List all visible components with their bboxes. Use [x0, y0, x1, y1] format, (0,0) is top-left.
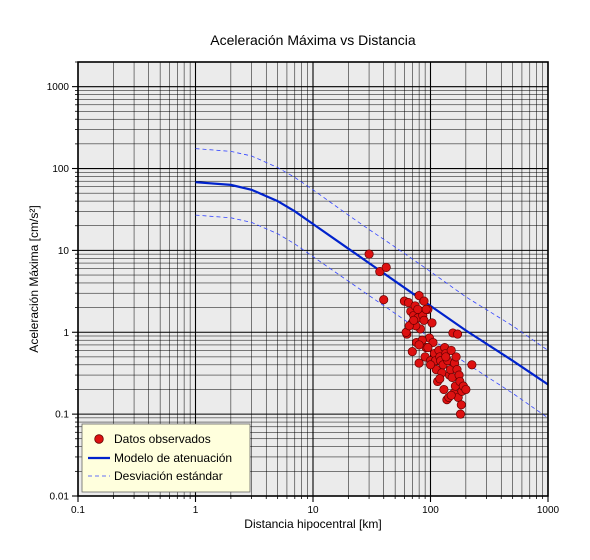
y-tick-label: 0.1: [55, 410, 69, 421]
data-point: [446, 390, 456, 400]
data-point: [441, 352, 451, 362]
data-point: [456, 400, 466, 410]
data-point: [409, 315, 419, 325]
data-point: [419, 315, 429, 325]
data-point: [446, 345, 456, 355]
data-point: [461, 384, 471, 395]
data-point: [439, 384, 449, 395]
chart-title: Aceleración Máxima vs Distancia: [210, 32, 416, 48]
legend-label-points: Datos observados: [114, 432, 211, 446]
deviation-line-2: [195, 148, 549, 351]
y-tick-label: 1: [63, 328, 69, 339]
data-point: [421, 304, 431, 314]
y-tick-label: 1000: [47, 82, 70, 93]
data-point: [414, 358, 424, 368]
data-points: [364, 249, 477, 419]
data-point: [427, 318, 437, 328]
data-point: [423, 343, 433, 353]
x-axis-label: Distancia hipocentral [km]: [244, 517, 381, 531]
legend: Datos observados Modelo de atenuación De…: [81, 423, 251, 493]
legend-marker-points: [94, 434, 104, 444]
model-line: [195, 181, 549, 386]
data-point: [407, 347, 417, 357]
legend-label-model: Modelo de atenuación: [114, 451, 232, 465]
data-point: [467, 360, 477, 370]
data-point: [455, 409, 466, 419]
y-tick-label: 0.01: [50, 492, 70, 503]
data-point: [413, 304, 423, 314]
deviation-line-3: [195, 214, 549, 419]
x-tick-label: 1000: [537, 505, 560, 516]
y-tick-label: 10: [58, 246, 70, 257]
data-point: [375, 267, 385, 277]
axis-ticks: [72, 61, 549, 502]
data-point: [435, 374, 445, 384]
y-tick-label: 100: [52, 164, 69, 175]
series-lines: [195, 148, 549, 419]
x-tick-label: 0.1: [71, 505, 85, 516]
data-point: [419, 296, 429, 306]
data-point: [379, 295, 389, 305]
y-axis-label: Aceleración Máxima [cm/s²]: [27, 205, 41, 352]
data-point: [453, 329, 463, 339]
y-axis-tick-labels: 0.01 0.1 1 10 100 1000: [47, 82, 70, 502]
x-tick-label: 100: [422, 505, 439, 516]
legend-label-deviation: Desviación estándar: [114, 469, 223, 483]
data-point: [451, 352, 461, 362]
data-point: [381, 262, 391, 272]
data-point: [364, 249, 374, 259]
data-point: [414, 340, 424, 350]
data-point: [425, 360, 436, 370]
x-tick-label: 1: [193, 505, 199, 516]
x-axis-tick-labels: 0.1 1 10 100 1000: [71, 505, 560, 516]
x-tick-label: 10: [307, 505, 319, 516]
